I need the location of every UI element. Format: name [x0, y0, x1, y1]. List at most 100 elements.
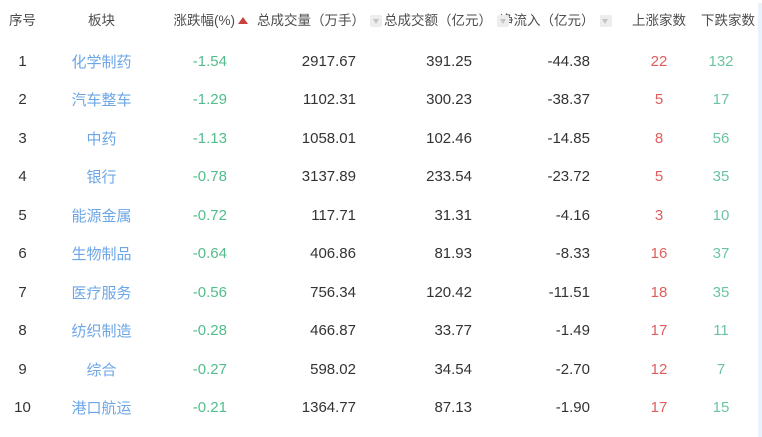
sector-ranking-table: 序号 板块 涨跌幅(%) 总成交量（万手） 总成交额（亿元） 净流入（亿元） 上…	[0, 3, 758, 427]
col-header-turnover-label: 总成交额（亿元）	[384, 13, 492, 28]
volume-value: 406.86	[310, 245, 356, 263]
sort-down-triangle-icon[interactable]	[497, 15, 509, 27]
down-count-value: 10	[712, 206, 730, 224]
down-count-value: 35	[712, 168, 730, 186]
row-seq: 1	[18, 52, 27, 70]
table-row: 6 生物制品 -0.64 406.86 81.93 -8.33 16 37	[0, 235, 758, 274]
sector-cell: 生物制品	[45, 235, 158, 274]
sector-link[interactable]: 生物制品	[71, 246, 132, 264]
up-count-value: 16	[650, 245, 668, 263]
down-count-value: 11	[713, 322, 729, 340]
down-count-value: 132	[708, 52, 734, 70]
sector-cell: 中药	[45, 119, 158, 158]
sector-link[interactable]: 医疗服务	[71, 284, 132, 302]
sort-down-triangle-icon[interactable]	[370, 15, 382, 27]
down-count-value: 35	[712, 283, 730, 301]
change-pct-value: -0.21	[192, 399, 227, 417]
sector-link[interactable]: 银行	[86, 169, 117, 187]
sector-cell: 港口航运	[45, 389, 158, 428]
down-count-value: 15	[712, 399, 730, 417]
down-count-value: 7	[716, 360, 726, 378]
change-pct-value: -1.13	[192, 129, 227, 147]
change-pct-value: -1.54	[192, 52, 227, 70]
turnover-value: 102.46	[426, 129, 472, 147]
sector-link[interactable]: 化学制药	[71, 53, 132, 71]
table-row: 1 化学制药 -1.54 2917.67 391.25 -44.38 22 13…	[0, 35, 758, 81]
sector-link[interactable]: 中药	[86, 130, 117, 148]
col-header-turnover[interactable]: 总成交额（亿元）	[384, 3, 509, 35]
up-count-value: 17	[650, 399, 668, 417]
col-header-up-count: 上涨家数	[632, 13, 686, 28]
sector-link[interactable]: 汽车整车	[71, 92, 132, 110]
up-count-value: 5	[654, 168, 664, 186]
up-count-value: 22	[650, 52, 668, 70]
net-inflow-value: -38.37	[547, 91, 590, 109]
down-count-value: 56	[712, 129, 730, 147]
col-header-volume-label: 总成交量（万手）	[257, 13, 365, 28]
col-header-net-inflow[interactable]: 净流入（亿元）	[500, 3, 612, 35]
table-header: 序号 板块 涨跌幅(%) 总成交量（万手） 总成交额（亿元） 净流入（亿元） 上…	[0, 3, 758, 35]
sector-cell: 综合	[45, 350, 158, 389]
col-header-change-label: 涨跌幅(%)	[173, 13, 236, 28]
up-count-value: 8	[654, 129, 664, 147]
col-header-change[interactable]: 涨跌幅(%)	[158, 3, 252, 35]
table-row: 2 汽车整车 -1.29 1102.31 300.23 -38.37 5 17	[0, 81, 758, 120]
sector-link[interactable]: 能源金属	[71, 207, 132, 225]
down-count-value: 37	[712, 245, 730, 263]
change-pct-value: -0.78	[192, 168, 227, 186]
volume-value: 1364.77	[301, 399, 356, 417]
sector-cell: 化学制药	[45, 35, 158, 81]
volume-value: 598.02	[310, 360, 356, 378]
col-header-seq: 序号	[9, 13, 36, 28]
change-pct-value: -0.56	[192, 283, 227, 301]
volume-value: 756.34	[310, 283, 356, 301]
sector-cell: 能源金属	[45, 196, 158, 235]
up-count-value: 17	[650, 322, 668, 340]
turnover-value: 31.31	[434, 206, 472, 224]
row-seq: 4	[18, 168, 27, 186]
sector-link[interactable]: 纺织制造	[71, 323, 132, 341]
row-seq: 8	[18, 322, 27, 340]
turnover-value: 233.54	[426, 168, 472, 186]
table-row: 8 纺织制造 -0.28 466.87 33.77 -1.49 17 11	[0, 312, 758, 351]
table-row: 7 医疗服务 -0.56 756.34 120.42 -11.51 18 35	[0, 273, 758, 312]
up-count-value: 18	[650, 283, 668, 301]
change-pct-value: -0.72	[192, 206, 227, 224]
row-seq: 2	[18, 91, 27, 109]
volume-value: 3137.89	[301, 168, 356, 186]
sector-link[interactable]: 港口航运	[71, 400, 132, 418]
sector-cell: 医疗服务	[45, 273, 158, 312]
net-inflow-value: -11.51	[548, 283, 590, 301]
net-inflow-value: -14.85	[547, 129, 590, 147]
row-seq: 3	[18, 129, 27, 147]
adjacent-panel-edge	[758, 3, 762, 437]
net-inflow-value: -2.70	[555, 360, 590, 378]
col-header-volume[interactable]: 总成交量（万手）	[252, 3, 384, 35]
col-header-down-count: 下跌家数	[701, 13, 755, 28]
net-inflow-value: -8.33	[555, 245, 590, 263]
up-count-value: 12	[650, 360, 668, 378]
down-count-value: 17	[712, 91, 730, 109]
row-seq: 7	[18, 283, 27, 301]
up-count-value: 5	[654, 91, 664, 109]
net-inflow-value: -23.72	[547, 168, 590, 186]
table-row: 10 港口航运 -0.21 1364.77 87.13 -1.90 17 15	[0, 389, 758, 428]
row-seq: 5	[18, 206, 27, 224]
up-count-value: 3	[654, 206, 664, 224]
table-row: 5 能源金属 -0.72 117.71 31.31 -4.16 3 10	[0, 196, 758, 235]
volume-value: 1058.01	[301, 129, 356, 147]
change-pct-value: -1.29	[192, 91, 227, 109]
row-seq: 10	[14, 399, 31, 417]
turnover-value: 34.54	[434, 360, 472, 378]
volume-value: 2917.67	[301, 52, 356, 70]
table-row: 3 中药 -1.13 1058.01 102.46 -14.85 8 56	[0, 119, 758, 158]
sort-ascending-triangle-icon	[238, 17, 248, 24]
sector-cell: 纺织制造	[45, 312, 158, 351]
turnover-value: 81.93	[434, 245, 472, 263]
sector-link[interactable]: 综合	[86, 361, 117, 379]
sort-down-triangle-icon[interactable]	[599, 15, 612, 27]
turnover-value: 33.77	[434, 322, 472, 340]
sector-cell: 汽车整车	[45, 81, 158, 120]
change-pct-value: -0.64	[192, 245, 227, 263]
net-inflow-value: -4.16	[555, 206, 590, 224]
